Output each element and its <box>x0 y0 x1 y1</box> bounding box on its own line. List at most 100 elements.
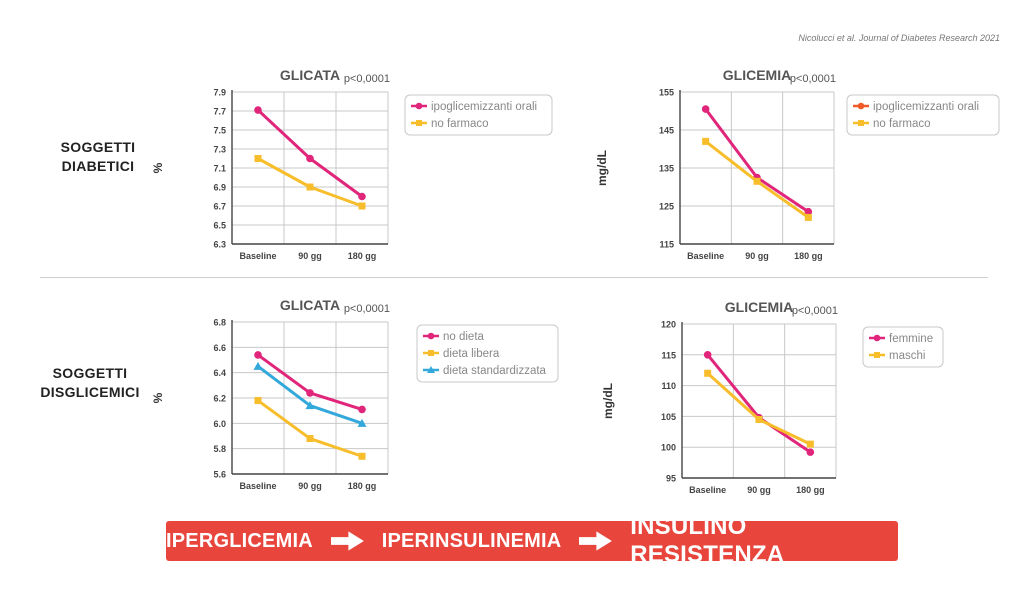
y-tick-label: 105 <box>661 412 676 422</box>
y-tick-label: 6.7 <box>213 202 226 212</box>
y-axis-label: mg/dL <box>595 150 609 186</box>
legend-label: no farmaco <box>431 118 489 130</box>
legend-marker <box>427 366 435 373</box>
row-label-disglicemici: SOGGETTI DISGLICEMICI <box>40 365 140 400</box>
right-arrow-icon <box>579 531 613 551</box>
data-point <box>806 440 814 448</box>
legend-label: dieta standardizzata <box>443 365 547 377</box>
data-point <box>703 351 712 359</box>
series-line <box>257 157 363 208</box>
data-point <box>704 369 712 377</box>
data-point <box>254 106 262 114</box>
data-point <box>358 405 366 414</box>
legend-marker <box>428 350 434 356</box>
data-point <box>755 415 763 423</box>
row-label-diabetici: SOGGETTI DIABETICI <box>60 139 136 174</box>
data-point <box>358 192 366 201</box>
y-tick-label: 7.5 <box>213 126 226 136</box>
y-tick-label: 115 <box>659 240 674 250</box>
y-tick-label: 145 <box>659 126 674 136</box>
p-value-annotation: p<0,0001 <box>792 305 838 317</box>
chart-title: GLICATA <box>280 67 340 83</box>
data-point <box>306 389 314 397</box>
data-point <box>701 105 710 113</box>
chart-title: GLICEMIA <box>725 299 793 315</box>
legend-marker <box>416 120 422 126</box>
data-point <box>254 397 262 405</box>
chart-glicata-disglicemici: 6.8 6.6 6.4 6.2 6.0 5.8 5.6 Baseline 90 gg 180 gg… <box>151 297 559 491</box>
y-tick-label: 7.9 <box>213 88 226 98</box>
legend-marker <box>427 332 435 340</box>
x-tick-label: 180 gg <box>796 485 825 495</box>
y-tick-label: 7.7 <box>213 107 226 117</box>
chart-glicemia-diabetici: 155 145 135 125 115 Baseline 90 gg 180 gg GLICEM… <box>595 67 1000 261</box>
y-tick-label: 6.5 <box>213 221 226 231</box>
x-tick-label: 90 gg <box>747 485 771 495</box>
y-tick-label: 7.1 <box>213 164 226 174</box>
y-tick-label: 5.8 <box>213 444 226 454</box>
legend-box <box>416 324 559 383</box>
legend-label: femmine <box>889 333 933 345</box>
x-tick-label: 90 gg <box>298 481 322 491</box>
y-axis-label: % <box>151 392 165 403</box>
legend-label: no dieta <box>443 331 485 343</box>
legend-box <box>846 94 1000 136</box>
x-tick-label: 180 gg <box>348 481 377 491</box>
data-point <box>253 361 263 370</box>
y-tick-label: 6.6 <box>213 343 226 353</box>
y-tick-label: 6.0 <box>213 419 226 429</box>
data-point <box>804 207 813 216</box>
x-tick-label: 90 gg <box>298 251 322 261</box>
legend-label: no farmaco <box>873 118 931 130</box>
y-axis-label: % <box>151 162 165 173</box>
citation: Nicolucci et al. Journal of Diabetes Res… <box>798 33 1000 43</box>
y-tick-label: 7.3 <box>213 145 226 155</box>
x-tick-label: Baseline <box>689 485 726 495</box>
banner-step-insulino-resistenza: INSULINO RESISTENZA <box>630 513 785 568</box>
legend-marker <box>873 334 881 342</box>
x-tick-label: 180 gg <box>348 251 377 261</box>
legend-marker <box>857 102 865 110</box>
data-point <box>806 448 815 456</box>
data-point <box>254 155 262 162</box>
data-point <box>753 177 761 185</box>
y-axis-label: mg/dL <box>601 383 615 419</box>
data-point <box>804 213 812 221</box>
y-tick-label: 6.9 <box>213 183 226 193</box>
data-point <box>306 154 314 163</box>
data-point <box>254 351 262 359</box>
data-point <box>358 452 366 460</box>
banner-step-iperinsulinemia: IPERINSULINEMIA <box>381 529 562 552</box>
y-tick-label: 6.8 <box>213 318 226 328</box>
legend-marker <box>858 120 864 126</box>
legend-label: ipoglicemizzanti orali <box>873 101 979 113</box>
data-point <box>305 401 315 410</box>
y-tick-label: 115 <box>661 350 676 360</box>
conclusion-banner: IPERGLICEMIA IPERINSULINEMIA INSULINO RE… <box>166 513 898 568</box>
data-point <box>358 202 366 210</box>
y-tick-label: 120 <box>661 320 676 330</box>
y-tick-label: 6.4 <box>213 368 226 378</box>
legend-box <box>404 94 553 136</box>
x-tick-label: Baseline <box>239 251 276 261</box>
legend-label: dieta libera <box>443 348 500 360</box>
legend-marker <box>874 352 880 358</box>
x-tick-label: Baseline <box>239 481 276 491</box>
chart-title: GLICEMIA <box>723 67 791 83</box>
data-point <box>702 137 710 145</box>
y-tick-label: 100 <box>661 443 676 453</box>
chart-glicemia-disglicemici: 120 115 110 105 100 95 Baseline 90 gg 180 gg GLIC… <box>601 299 944 495</box>
series-line <box>706 372 811 446</box>
legend-label: maschi <box>889 350 925 362</box>
y-tick-label: 155 <box>659 88 674 98</box>
chart-glicata-diabetici: 7.9 7.7 7.5 7.3 7.1 6.9 6.7 6.5 6.3 Baseline 90 gg… <box>151 67 553 261</box>
legend-label: ipoglicemizzanti orali <box>431 101 537 113</box>
data-point <box>306 183 314 191</box>
right-arrow-icon <box>330 531 364 551</box>
p-value-annotation: p<0,0001 <box>790 73 836 85</box>
y-tick-label: 6.3 <box>213 240 226 250</box>
p-value-annotation: p<0,0001 <box>344 303 390 315</box>
x-tick-label: 180 gg <box>794 251 823 261</box>
y-tick-label: 125 <box>659 202 674 212</box>
x-tick-label: 90 gg <box>745 251 769 261</box>
